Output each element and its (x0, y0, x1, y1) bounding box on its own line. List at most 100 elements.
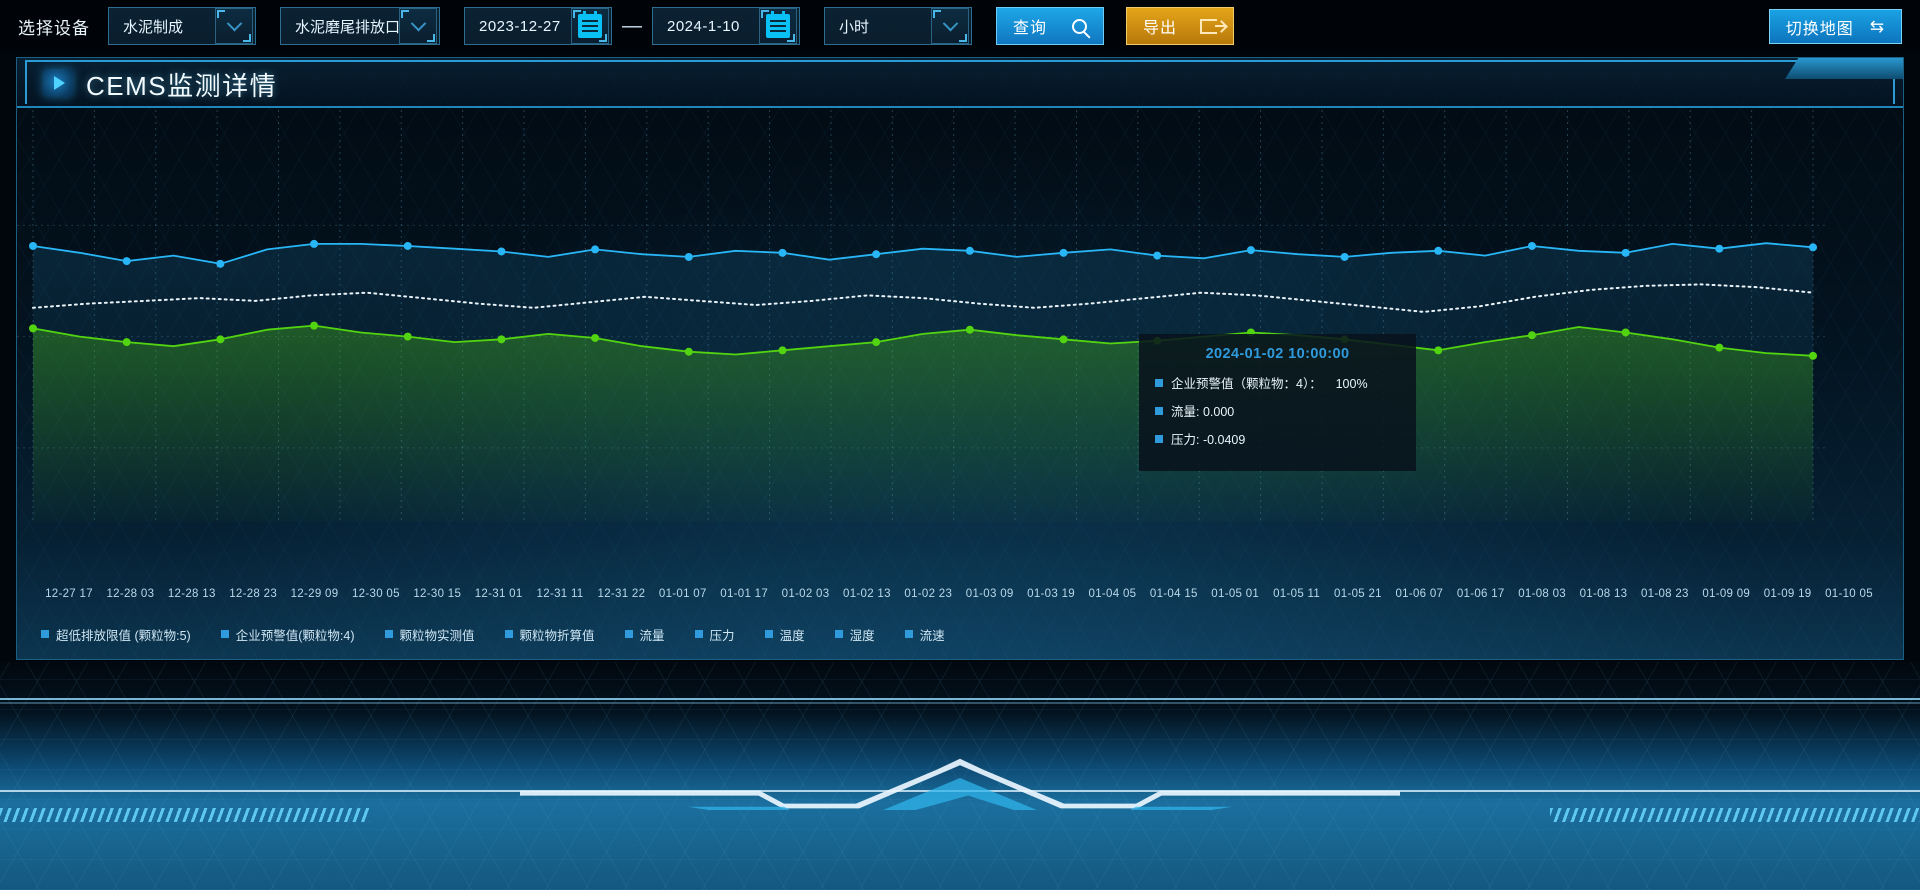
x-axis-tick-label: 01-09 19 (1763, 588, 1812, 600)
legend-item[interactable]: 温度 (764, 625, 805, 644)
legend-color-swatch (764, 630, 773, 638)
legend-item[interactable]: 颗粒物折算值 (504, 625, 595, 644)
legend-color-swatch (624, 630, 633, 638)
x-axis-tick-label: 01-09 09 (1702, 588, 1751, 600)
data-point (122, 257, 131, 266)
legend-color-swatch (504, 630, 513, 638)
switch-map-button[interactable]: 切换地图 ⇆ (1768, 9, 1902, 44)
legend-item[interactable]: 超低排放限值 (颗粒物:5) (41, 625, 191, 644)
data-point (1527, 331, 1536, 340)
panel-header: CEMS监测详情 (17, 58, 1903, 108)
header-frame (25, 60, 1895, 104)
data-point (1809, 351, 1817, 360)
legend-item[interactable]: 流量 (624, 625, 665, 644)
data-point (1059, 335, 1068, 344)
legend-color-swatch (694, 630, 703, 638)
footer-line-top2 (0, 702, 1920, 704)
data-point (1059, 248, 1068, 257)
chart-area: 12-27 17 12-28 03 12-28 13 12-28 23 12-29 09… (17, 110, 1903, 659)
legend-color-swatch (41, 630, 49, 638)
data-point (1246, 246, 1255, 255)
start-date-value: 2023-12-27 (479, 17, 561, 35)
device-select-value: 水泥制成 (123, 18, 184, 36)
data-point (965, 325, 974, 334)
data-point (29, 241, 37, 250)
chart-legend: 超低排放限值 (颗粒物:5) 企业预警值(颗粒物:4) 颗粒物实测值 颗粒物折算值 流量… (41, 622, 1841, 646)
start-date-input[interactable]: 2023-12-27 (464, 7, 612, 45)
data-point (216, 259, 225, 268)
legend-item[interactable]: 企业预警值(颗粒物:4) (220, 625, 355, 644)
chevron-down-icon[interactable] (215, 8, 253, 44)
data-point (29, 324, 37, 333)
search-icon (1072, 18, 1087, 34)
cems-panel: CEMS监测详情 12-27 17 12-28 03 12-28 13 12-28 2… (16, 57, 1904, 660)
data-point (1434, 346, 1443, 355)
end-date-input[interactable]: 2024-1-10 (652, 7, 800, 45)
data-point (310, 321, 319, 330)
data-point (216, 335, 225, 344)
footer-wing (520, 758, 1400, 810)
data-point (310, 239, 319, 248)
data-point (872, 250, 881, 259)
x-axis-tick-label: 01-04 15 (1149, 588, 1198, 600)
data-point (872, 338, 881, 347)
data-point (122, 338, 131, 347)
date-separator: — (622, 14, 642, 37)
x-axis-tick-label: 12-31 11 (536, 588, 584, 600)
legend-label: 湿度 (849, 628, 875, 643)
query-button[interactable]: 查询 (996, 7, 1104, 45)
data-point (1153, 251, 1162, 260)
device-select[interactable]: 水泥制成 (108, 7, 256, 45)
legend-label: 颗粒物折算值 (519, 628, 595, 643)
x-axis-tick-label: 01-02 23 (904, 588, 953, 600)
x-axis-tick-label: 01-03 09 (965, 588, 1014, 600)
swap-icon: ⇆ (1869, 17, 1885, 36)
toolbar: 选择设备 水泥制成 水泥磨尾排放口 2023-12-27 — 2024-1-10… (0, 0, 1920, 52)
x-axis-tick-label: 01-08 13 (1579, 588, 1628, 600)
line-chart (17, 110, 1829, 522)
x-axis-tick-label: 01-04 05 (1088, 588, 1137, 600)
export-button[interactable]: 导出 (1126, 7, 1234, 45)
data-point (1715, 343, 1724, 352)
chevron-down-icon[interactable] (931, 8, 969, 44)
x-axis-tick-label: 01-10 05 (1825, 588, 1873, 600)
hex-pattern (0, 662, 1920, 890)
calendar-icon[interactable] (759, 8, 797, 44)
footer-strip-right (1550, 808, 1920, 822)
legend-label: 企业预警值(颗粒物:4) (235, 628, 355, 643)
data-point (1340, 335, 1349, 344)
data-point (778, 346, 787, 355)
x-axis-tick-label: 12-28 13 (167, 588, 216, 600)
chevron-down-icon[interactable] (399, 8, 437, 44)
data-point (1527, 241, 1536, 250)
interval-select[interactable]: 小时 (824, 7, 972, 45)
legend-item[interactable]: 流速 (904, 625, 945, 644)
legend-label: 压力 (709, 628, 735, 643)
data-point (591, 333, 600, 342)
legend-label: 温度 (779, 628, 805, 643)
data-point (778, 248, 787, 257)
x-axis-tick-label: 01-05 21 (1334, 588, 1382, 600)
footer-line-top (0, 698, 1920, 700)
legend-item[interactable]: 颗粒物实测值 (384, 625, 475, 644)
x-axis-tick-label: 01-05 11 (1273, 588, 1321, 600)
device-label: 选择设备 (18, 18, 90, 38)
footer-strip-left (0, 808, 370, 822)
x-axis-tick-label: 12-27 17 (45, 588, 93, 600)
x-axis-tick-label: 12-30 05 (351, 588, 400, 600)
legend-label: 超低排放限值 (颗粒物:5) (56, 628, 191, 643)
data-point (1809, 243, 1817, 252)
calendar-icon[interactable] (571, 8, 609, 44)
legend-color-swatch (904, 630, 913, 638)
legend-item[interactable]: 湿度 (834, 625, 875, 644)
play-icon (43, 69, 73, 97)
end-date-value: 2024-1-10 (667, 17, 740, 35)
chart-series (29, 321, 1817, 522)
outlet-select[interactable]: 水泥磨尾排放口 (280, 7, 440, 45)
legend-label: 流量 (639, 628, 665, 643)
data-point (1715, 244, 1724, 253)
legend-item[interactable]: 压力 (694, 625, 735, 644)
data-point (1434, 246, 1443, 255)
legend-label: 流速 (919, 628, 945, 643)
query-button-label: 查询 (1013, 20, 1048, 37)
